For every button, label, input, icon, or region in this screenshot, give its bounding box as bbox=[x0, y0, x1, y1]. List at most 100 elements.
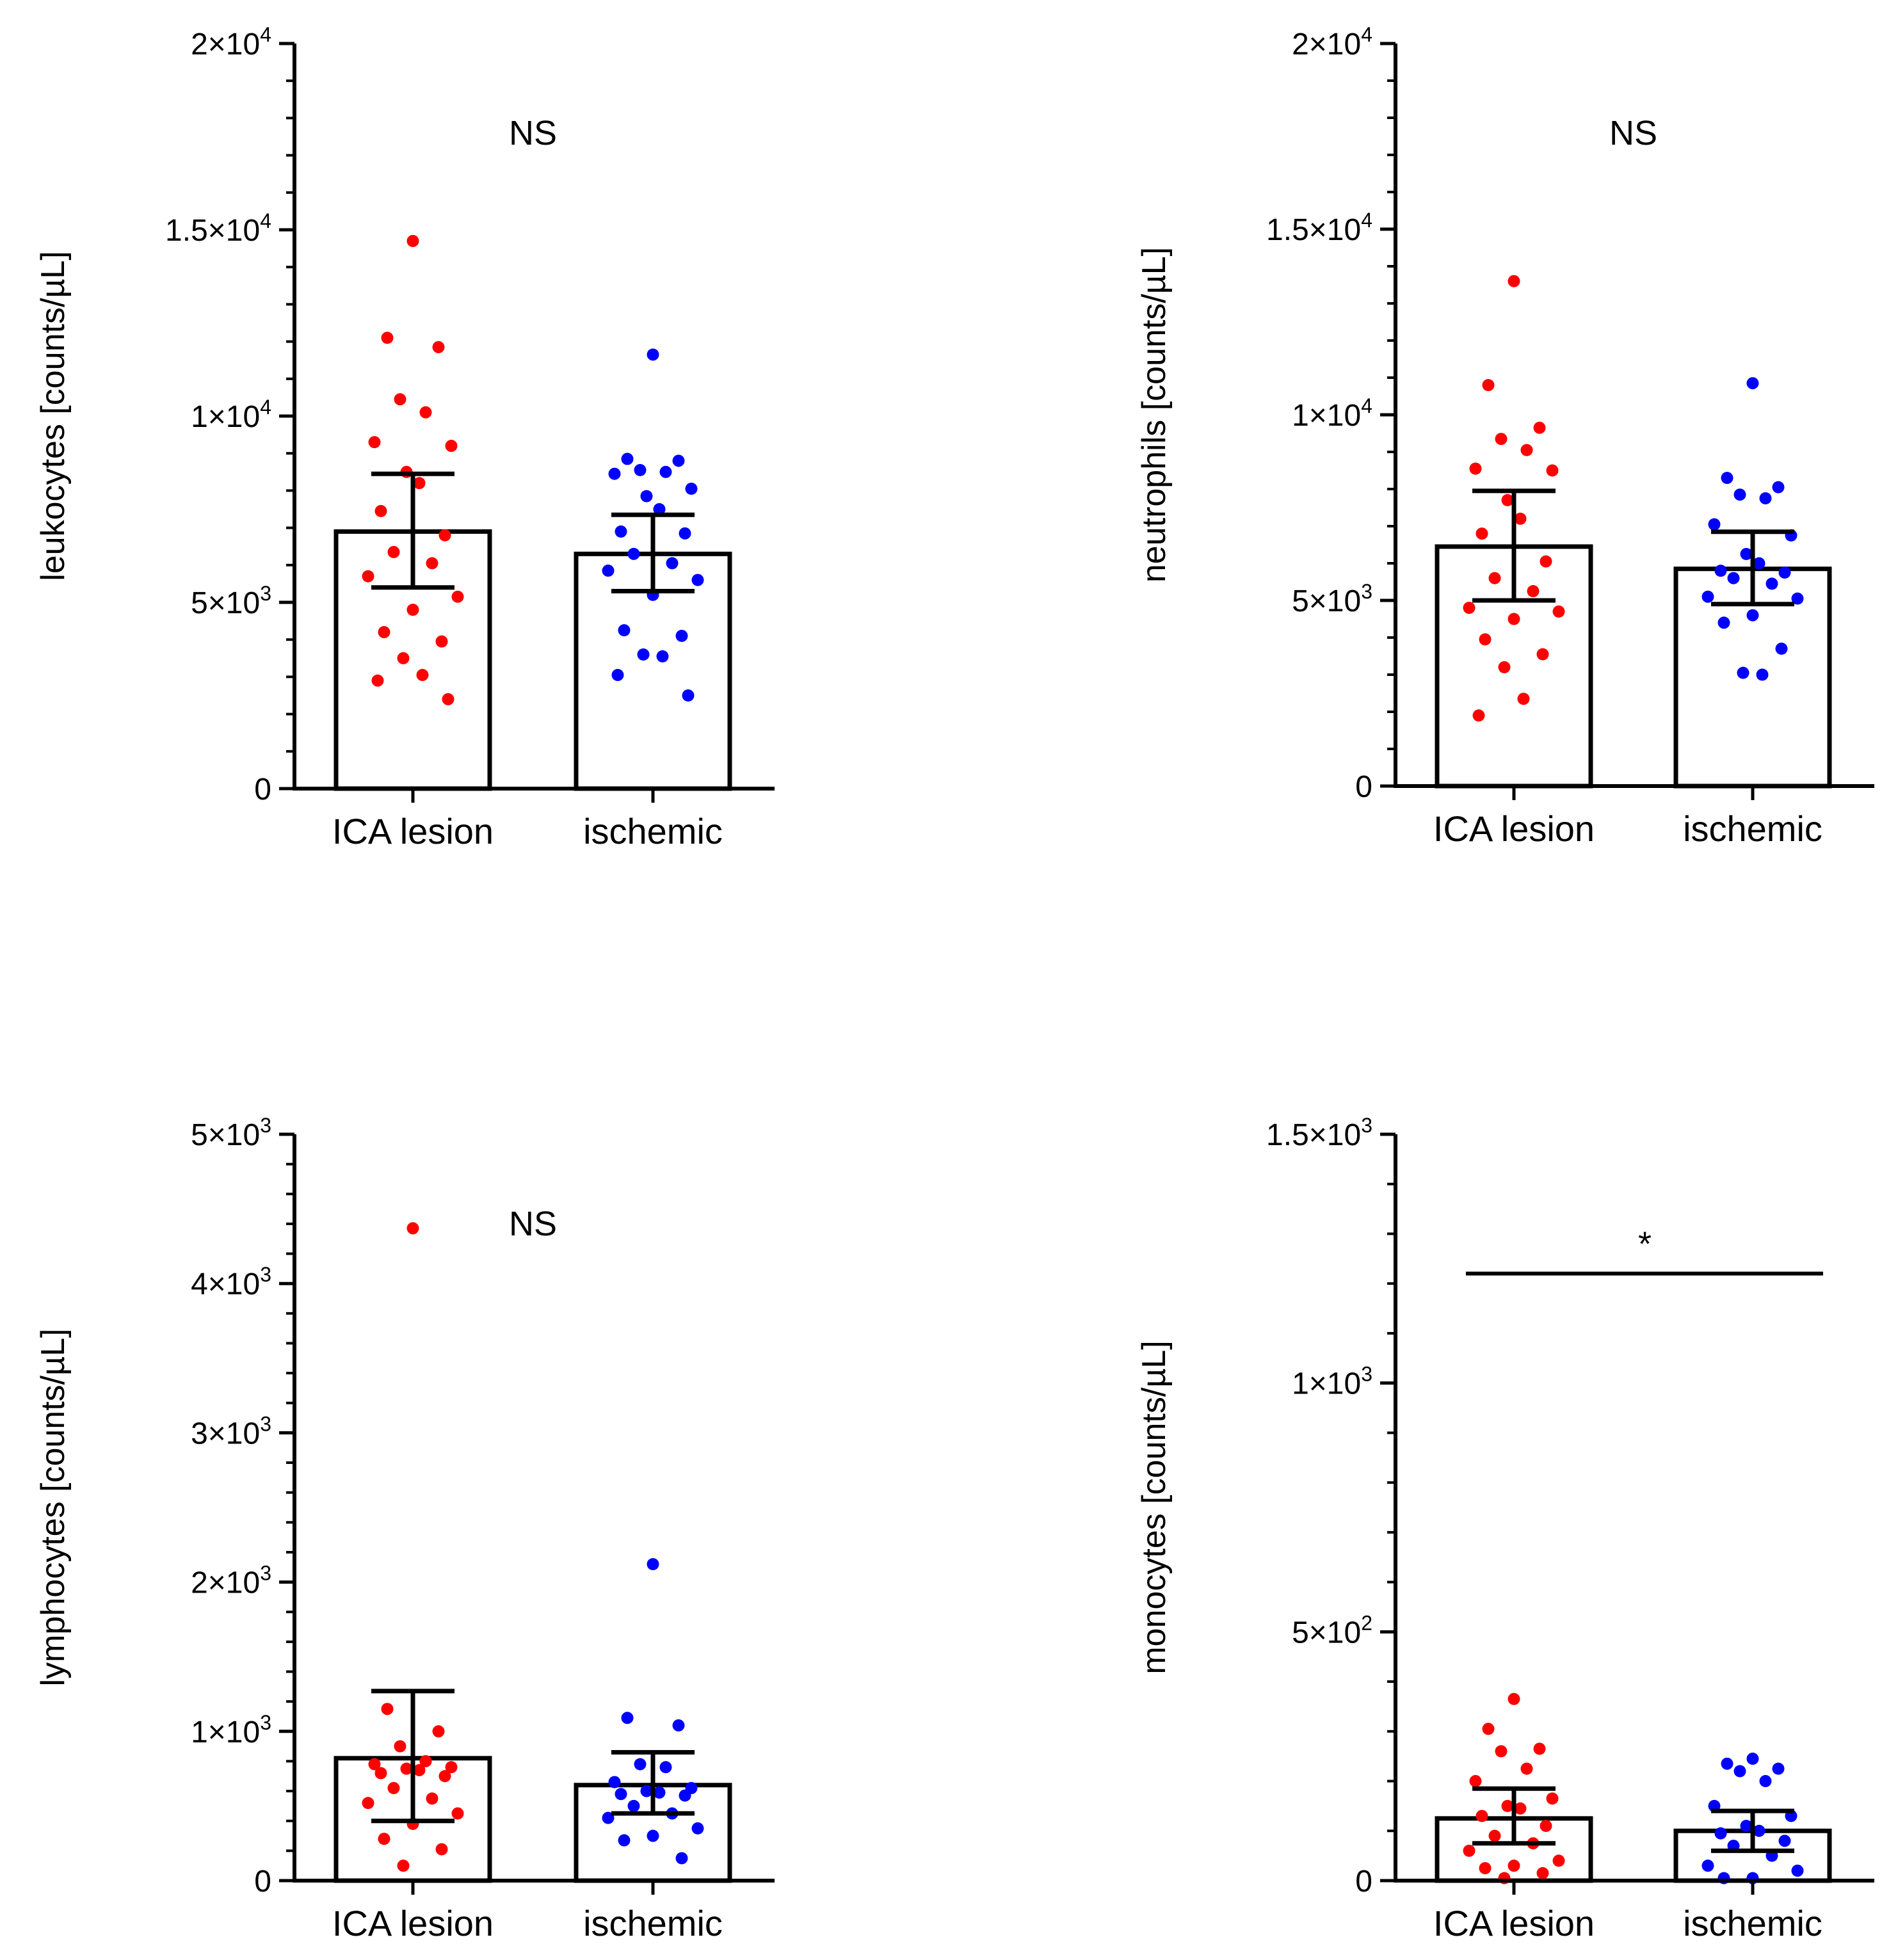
data-point bbox=[647, 1558, 659, 1571]
data-point bbox=[1717, 616, 1730, 629]
data-point bbox=[1508, 275, 1520, 287]
data-point bbox=[419, 1755, 432, 1767]
data-point bbox=[1791, 1864, 1804, 1877]
data-point bbox=[1778, 566, 1791, 579]
data-point bbox=[659, 1761, 672, 1774]
data-point bbox=[1733, 488, 1746, 501]
data-point bbox=[371, 674, 384, 687]
data-point bbox=[1721, 472, 1733, 485]
y-axis-label: neutrophils [counts/µL] bbox=[1136, 247, 1173, 582]
y-tick-label: 2×104 bbox=[1292, 23, 1372, 61]
data-point bbox=[627, 547, 640, 560]
data-point bbox=[1708, 518, 1721, 531]
data-point bbox=[611, 668, 624, 681]
data-point bbox=[1753, 557, 1765, 570]
data-point bbox=[1546, 464, 1559, 477]
y-tick-label: 0 bbox=[254, 773, 271, 807]
data-point bbox=[1508, 613, 1520, 625]
significance-label: NS bbox=[509, 114, 557, 152]
panel-bottom-left: 0 1×103 2×103 3×103 4×103 5×103 ICA lesion isch… bbox=[35, 1114, 775, 1943]
significance-label: NS bbox=[509, 1205, 557, 1243]
data-point bbox=[397, 1860, 410, 1872]
data-point bbox=[426, 557, 438, 570]
data-point bbox=[1753, 1824, 1765, 1837]
y-tick-label: 1.5×104 bbox=[165, 209, 271, 248]
data-point bbox=[1746, 1753, 1759, 1765]
data-point bbox=[1533, 421, 1546, 434]
data-point bbox=[647, 348, 659, 361]
data-point bbox=[445, 1761, 458, 1774]
x-tick-label: ICA lesion bbox=[1433, 1903, 1595, 1943]
data-point bbox=[1476, 527, 1488, 540]
data-point bbox=[1520, 444, 1533, 456]
data-point bbox=[621, 453, 634, 465]
data-point bbox=[432, 341, 445, 353]
data-point bbox=[1772, 481, 1785, 494]
y-tick-label: 0 bbox=[254, 1865, 271, 1899]
y-tick-label: 5×103 bbox=[191, 582, 271, 620]
x-tick-label: ischemic bbox=[1683, 808, 1822, 849]
data-point bbox=[426, 1792, 438, 1805]
data-point bbox=[1746, 609, 1759, 622]
panel-top-left: 0 5×103 1×104 1.5×104 2×104 ICA lesion ischemi… bbox=[35, 23, 775, 851]
y-tick-label: 0 bbox=[1355, 1865, 1372, 1899]
data-point bbox=[368, 436, 381, 449]
data-point bbox=[679, 1789, 691, 1802]
significance-label: NS bbox=[1609, 114, 1657, 152]
data-point bbox=[1527, 585, 1540, 597]
data-point bbox=[445, 440, 458, 453]
data-point bbox=[400, 1762, 413, 1775]
data-point bbox=[1501, 494, 1514, 506]
data-point bbox=[1498, 661, 1511, 673]
data-point bbox=[406, 604, 419, 616]
data-point bbox=[362, 1797, 374, 1810]
data-point bbox=[381, 332, 394, 344]
data-point bbox=[1540, 1819, 1552, 1832]
data-point bbox=[451, 590, 464, 603]
data-point bbox=[675, 1852, 688, 1865]
data-point bbox=[435, 1843, 448, 1856]
data-point bbox=[637, 648, 650, 661]
data-point bbox=[1772, 1762, 1785, 1775]
data-point bbox=[394, 393, 406, 406]
data-point bbox=[672, 1719, 685, 1731]
data-point bbox=[1469, 1775, 1482, 1788]
x-tick-label: ICA lesion bbox=[332, 1903, 494, 1943]
data-point bbox=[432, 1725, 445, 1738]
data-point bbox=[368, 1758, 381, 1771]
data-point bbox=[679, 527, 691, 540]
data-point bbox=[1737, 666, 1749, 679]
data-point bbox=[1740, 548, 1753, 560]
y-tick-label: 1×103 bbox=[191, 1711, 271, 1749]
data-point bbox=[682, 689, 695, 702]
data-point bbox=[647, 1829, 659, 1842]
data-point bbox=[640, 1785, 653, 1797]
x-tick-label: ischemic bbox=[1683, 1903, 1822, 1943]
data-point bbox=[608, 1776, 621, 1788]
data-point bbox=[1759, 1775, 1772, 1788]
data-point bbox=[413, 477, 426, 490]
data-point bbox=[1463, 1844, 1476, 1857]
data-point bbox=[1721, 1757, 1733, 1770]
panel-bottom-right: 0 5×102 1×103 1.5×103 ICA lesion ischemic mono… bbox=[1136, 1114, 1874, 1943]
y-tick-label: 2×103 bbox=[191, 1562, 271, 1600]
data-point bbox=[618, 624, 631, 637]
data-point bbox=[1482, 1723, 1495, 1735]
data-point bbox=[1514, 512, 1527, 525]
data-point bbox=[362, 570, 374, 582]
data-point bbox=[1727, 572, 1740, 584]
data-point bbox=[397, 652, 410, 664]
data-point bbox=[1778, 1835, 1791, 1847]
data-point bbox=[378, 626, 390, 639]
data-point bbox=[1540, 555, 1552, 568]
data-point bbox=[1533, 1742, 1546, 1755]
data-point bbox=[640, 490, 653, 502]
data-point bbox=[1714, 565, 1727, 577]
data-point bbox=[378, 1833, 390, 1845]
data-point bbox=[656, 650, 669, 663]
data-point bbox=[1488, 1829, 1501, 1842]
y-axis-label: lymphocytes [counts/µL] bbox=[35, 1329, 72, 1687]
data-point bbox=[1552, 1854, 1565, 1867]
data-point bbox=[621, 1712, 634, 1724]
